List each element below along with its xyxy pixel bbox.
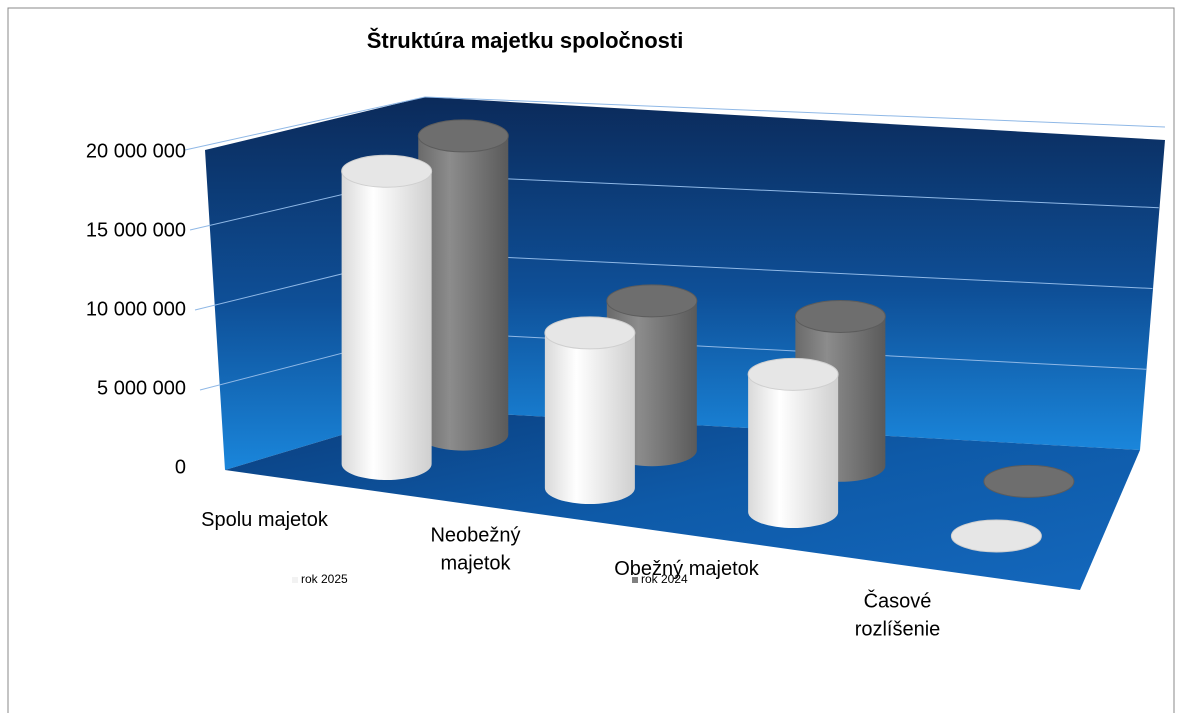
- cylinder-top: [606, 284, 698, 318]
- x-tick-label: Spolu majetok: [201, 509, 329, 531]
- chart-border: [7, 7, 1175, 713]
- cylinder: [747, 357, 839, 528]
- x-tick-label: Obežný majetok: [614, 558, 760, 580]
- grid-line: [424, 174, 1159, 209]
- grid-line: [184, 96, 426, 151]
- cylinder: [417, 119, 509, 451]
- x-tick-label: Časové rozlíšenie: [855, 590, 941, 641]
- floor: [225, 410, 1140, 590]
- legend-swatch: [632, 577, 638, 583]
- chart-title: Štruktúra majetku spoločnosti: [367, 28, 684, 53]
- legend-swatch: [292, 577, 298, 583]
- y-tick-label: 5 000 000: [97, 377, 186, 399]
- cylinder-top: [794, 299, 886, 333]
- cylinder: [341, 154, 433, 481]
- cylinder-top: [544, 316, 636, 350]
- cylinder-top: [950, 519, 1042, 553]
- y-tick-label: 0: [175, 456, 186, 478]
- grid-line: [424, 96, 1166, 128]
- cylinder-top: [747, 357, 839, 391]
- cylinder: [983, 464, 1075, 498]
- cylinder-top: [341, 154, 433, 188]
- grid-line: [424, 253, 1153, 289]
- cylinder: [950, 519, 1042, 553]
- cylinder-body: [544, 332, 635, 504]
- y-tick-label: 10 000 000: [86, 298, 186, 320]
- x-tick-label-line: majetok: [440, 553, 511, 575]
- x-tick-label-line: Časové: [864, 590, 932, 613]
- x-tick-label-line: rozlíšenie: [855, 619, 941, 641]
- cylinder-body: [748, 374, 839, 528]
- x-tick-label-line: Neobežný: [430, 525, 520, 547]
- cylinder-body: [341, 171, 432, 481]
- legend-label: rok 2024: [641, 572, 688, 586]
- y-tick-label: 15 000 000: [86, 219, 186, 241]
- legend-label: rok 2025: [301, 572, 348, 586]
- cylinder-body: [418, 135, 509, 451]
- y-tick-label: 20 000 000: [86, 140, 186, 162]
- cylinder: [544, 316, 636, 504]
- cylinder-top: [983, 464, 1075, 498]
- cylinder-top: [417, 119, 509, 153]
- x-tick-label: Neobežný majetok: [430, 525, 520, 575]
